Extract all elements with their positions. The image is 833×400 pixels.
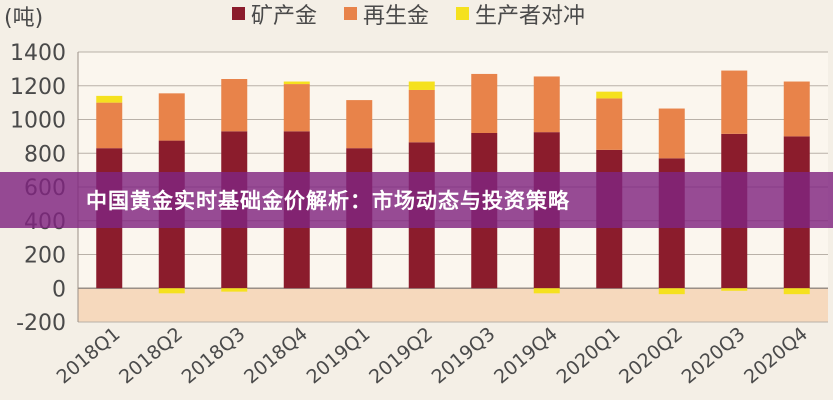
y-tick-label: 1400 (10, 41, 66, 66)
x-tick-label: 2019Q2 (365, 323, 437, 388)
bar-hedging (221, 288, 248, 292)
bar-hedging (721, 288, 748, 291)
bar-hedging (158, 288, 185, 294)
x-tick-label: 2018Q4 (240, 323, 312, 388)
title-banner: 中国黄金实时基础金价解析：市场动态与投资策略 (0, 172, 833, 228)
legend-label: 矿产金 (251, 4, 317, 29)
y-tick-label: 0 (52, 277, 66, 302)
bar-hedging (96, 95, 123, 103)
x-tick-label: 2019Q4 (490, 323, 562, 388)
x-tick-label: 2020Q2 (615, 323, 687, 388)
bar-recycled (283, 84, 310, 132)
plot-area-positive (78, 52, 828, 289)
bar-recycled (533, 76, 560, 133)
legend-label: 再生金 (363, 4, 429, 29)
bar-recycled (783, 81, 810, 137)
bar-recycled (721, 70, 748, 134)
y-tick-label: -200 (16, 311, 66, 336)
legend-swatch (456, 7, 469, 20)
bar-recycled (471, 73, 498, 133)
plot-area-negative (78, 288, 828, 322)
x-tick-label: 2020Q3 (678, 323, 750, 388)
y-tick-label: 800 (24, 142, 66, 167)
bar-hedging (533, 288, 560, 294)
y-tick-label: 1200 (10, 75, 66, 100)
bar-recycled (158, 93, 185, 141)
y-unit-label: (吨) (4, 6, 43, 31)
y-tick-label: 1000 (10, 109, 66, 134)
bar-recycled (408, 89, 435, 143)
bar-hedging (408, 81, 435, 90)
banner-title: 中国黄金实时基础金价解析：市场动态与投资策略 (86, 189, 570, 213)
x-tick-label: 2020Q1 (553, 323, 625, 388)
bar-recycled (221, 79, 248, 132)
x-tick-label: 2018Q2 (115, 323, 187, 388)
legend-label: 生产者对冲 (475, 4, 585, 29)
bar-recycled (346, 100, 373, 149)
bar-hedging (658, 288, 685, 295)
x-tick-label: 2020Q4 (740, 323, 812, 388)
bar-recycled (96, 102, 123, 149)
y-tick-label: 200 (24, 244, 66, 269)
bar-hedging (596, 91, 623, 99)
legend-swatch (344, 7, 357, 20)
x-tick-label: 2019Q3 (428, 323, 500, 388)
bar-hedging (783, 288, 810, 295)
x-tick-label: 2019Q1 (303, 323, 375, 388)
legend-swatch (232, 7, 245, 20)
bar-recycled (658, 108, 685, 159)
bar-recycled (596, 98, 623, 150)
x-tick-label: 2018Q3 (178, 323, 250, 388)
bar-hedging (283, 81, 310, 85)
